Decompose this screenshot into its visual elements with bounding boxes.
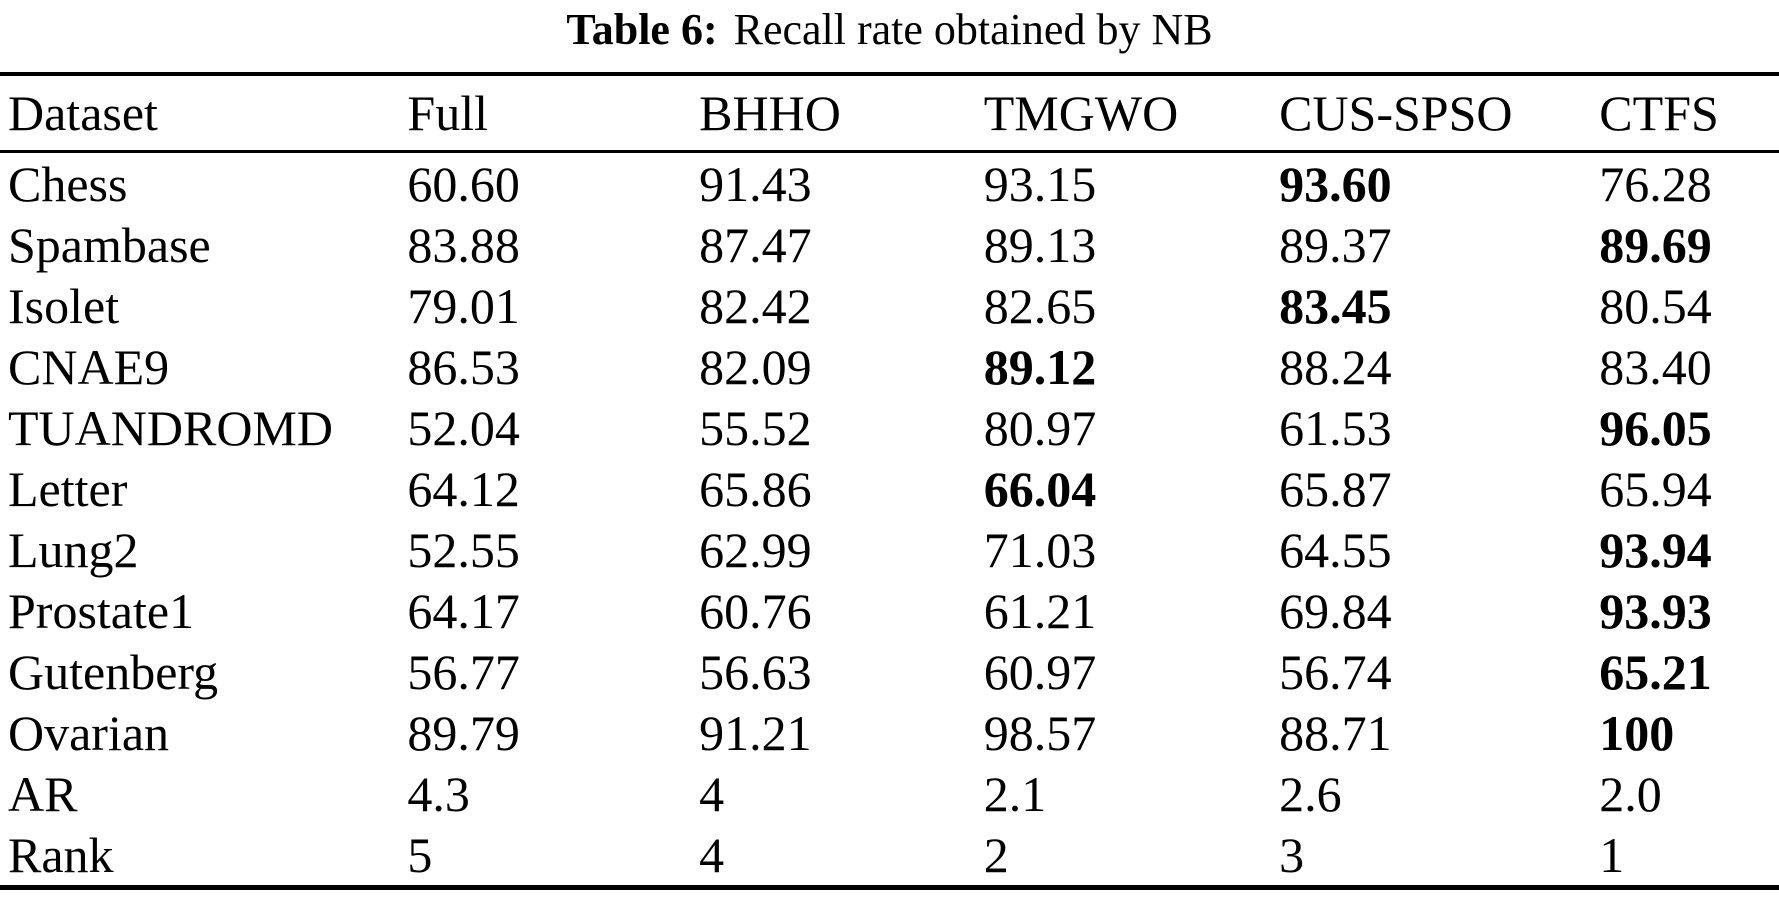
value-cell: 4.3 bbox=[407, 765, 470, 822]
table-row: Ovarian 89.79 91.21 98.57 88.71 100 bbox=[0, 702, 1779, 763]
dataset-cell: Prostate1 bbox=[8, 582, 195, 639]
table-row: Rank 5 4 2 3 1 bbox=[0, 824, 1779, 888]
value-cell: 60.76 bbox=[699, 582, 812, 639]
value-cell: 61.21 bbox=[983, 582, 1097, 639]
value-cell: 76.28 bbox=[1599, 155, 1712, 212]
dataset-cell: Ovarian bbox=[8, 704, 170, 761]
table-row: Lung2 52.55 62.99 71.03 64.55 93.94 bbox=[0, 519, 1779, 580]
value-cell: 88.24 bbox=[1279, 338, 1392, 395]
value-cell: 64.17 bbox=[407, 582, 520, 639]
dataset-cell: Lung2 bbox=[8, 521, 139, 578]
value-cell: 88.71 bbox=[1279, 704, 1392, 761]
value-cell: 60.97 bbox=[983, 643, 1097, 700]
table-row: TUANDROMD 52.04 55.52 80.97 61.53 96.05 bbox=[0, 397, 1779, 458]
value-cell: 2.1 bbox=[983, 765, 1047, 822]
column-header-full: Full bbox=[407, 74, 700, 153]
column-header-cus-spso: CUS-SPSO bbox=[1279, 74, 1600, 153]
value-cell: 66.04 bbox=[983, 460, 1097, 517]
value-cell: 64.55 bbox=[1279, 521, 1392, 578]
value-cell: 79.01 bbox=[407, 277, 520, 334]
table-body: Chess 60.60 91.43 93.15 93.60 76.28 Spambase 83… bbox=[0, 152, 1779, 888]
value-cell: 91.21 bbox=[699, 704, 812, 761]
table-row: CNAE9 86.53 82.09 89.12 88.24 83.40 bbox=[0, 336, 1779, 397]
recall-rate-table: Dataset Full BHHO TMGWO CUS-SPSO CTFS Chess 60… bbox=[0, 72, 1779, 890]
value-cell: 83.88 bbox=[407, 216, 520, 273]
value-cell: 65.94 bbox=[1599, 460, 1712, 517]
dataset-cell: Rank bbox=[8, 826, 114, 883]
value-cell: 93.93 bbox=[1599, 582, 1712, 639]
value-cell: 87.47 bbox=[699, 216, 812, 273]
value-cell: 89.37 bbox=[1279, 216, 1392, 273]
table-row: AR 4.3 4 2.1 2.6 2.0 bbox=[0, 763, 1779, 824]
value-cell: 62.99 bbox=[699, 521, 812, 578]
value-cell: 56.63 bbox=[699, 643, 812, 700]
table-row: Spambase 83.88 87.47 89.13 89.37 89.69 bbox=[0, 214, 1779, 275]
value-cell: 89.12 bbox=[983, 338, 1097, 395]
value-cell: 98.57 bbox=[983, 704, 1097, 761]
table-row: Gutenberg 56.77 56.63 60.97 56.74 65.21 bbox=[0, 641, 1779, 702]
value-cell: 65.86 bbox=[699, 460, 812, 517]
value-cell: 82.65 bbox=[983, 277, 1097, 334]
value-cell: 82.09 bbox=[699, 338, 812, 395]
value-cell: 89.79 bbox=[407, 704, 520, 761]
value-cell: 89.13 bbox=[983, 216, 1097, 273]
value-cell: 55.52 bbox=[699, 399, 812, 456]
value-cell: 4 bbox=[699, 826, 725, 883]
value-cell: 60.60 bbox=[407, 155, 520, 212]
value-cell: 2 bbox=[983, 826, 1009, 883]
value-cell: 56.77 bbox=[407, 643, 520, 700]
table-header: Dataset Full BHHO TMGWO CUS-SPSO CTFS bbox=[0, 74, 1779, 153]
value-cell: 93.60 bbox=[1279, 155, 1392, 212]
table-row: Prostate1 64.17 60.76 61.21 69.84 93.93 bbox=[0, 580, 1779, 641]
dataset-cell: AR bbox=[8, 765, 78, 822]
value-cell: 4 bbox=[699, 765, 725, 822]
table-header-row: Dataset Full BHHO TMGWO CUS-SPSO CTFS bbox=[0, 74, 1779, 153]
value-cell: 89.69 bbox=[1599, 216, 1712, 273]
table-caption: Table 6: Recall rate obtained by NB bbox=[0, 0, 1779, 60]
value-cell: 80.54 bbox=[1599, 277, 1712, 334]
column-header-ctfs: CTFS bbox=[1599, 74, 1779, 153]
value-cell: 65.21 bbox=[1599, 643, 1712, 700]
value-cell: 3 bbox=[1279, 826, 1305, 883]
value-cell: 2.6 bbox=[1279, 765, 1342, 822]
value-cell: 80.97 bbox=[983, 399, 1097, 456]
value-cell: 83.45 bbox=[1279, 277, 1392, 334]
dataset-cell: Spambase bbox=[8, 216, 211, 273]
value-cell: 91.43 bbox=[699, 155, 812, 212]
value-cell: 1 bbox=[1599, 826, 1625, 883]
dataset-cell: Letter bbox=[8, 460, 128, 517]
table-caption-text: Recall rate obtained by NB bbox=[733, 5, 1213, 54]
table-caption-label: Table 6: bbox=[566, 5, 718, 54]
value-cell: 56.74 bbox=[1279, 643, 1392, 700]
table-row: Isolet 79.01 82.42 82.65 83.45 80.54 bbox=[0, 275, 1779, 336]
column-header-dataset: Dataset bbox=[0, 74, 408, 153]
dataset-cell: Chess bbox=[8, 155, 128, 212]
column-header-tmgwo: TMGWO bbox=[983, 74, 1280, 153]
value-cell: 61.53 bbox=[1279, 399, 1392, 456]
value-cell: 5 bbox=[407, 826, 433, 883]
value-cell: 2.0 bbox=[1599, 765, 1662, 822]
value-cell: 93.94 bbox=[1599, 521, 1712, 578]
value-cell: 65.87 bbox=[1279, 460, 1392, 517]
value-cell: 82.42 bbox=[699, 277, 812, 334]
value-cell: 64.12 bbox=[407, 460, 520, 517]
dataset-cell: TUANDROMD bbox=[8, 399, 333, 456]
table-row: Chess 60.60 91.43 93.15 93.60 76.28 bbox=[0, 152, 1779, 215]
value-cell: 69.84 bbox=[1279, 582, 1392, 639]
dataset-cell: CNAE9 bbox=[8, 338, 170, 395]
value-cell: 52.55 bbox=[407, 521, 520, 578]
value-cell: 71.03 bbox=[983, 521, 1097, 578]
value-cell: 86.53 bbox=[407, 338, 520, 395]
value-cell: 96.05 bbox=[1599, 399, 1712, 456]
value-cell: 93.15 bbox=[983, 155, 1097, 212]
value-cell: 100 bbox=[1599, 704, 1675, 761]
dataset-cell: Isolet bbox=[8, 277, 120, 334]
dataset-cell: Gutenberg bbox=[8, 643, 219, 700]
value-cell: 52.04 bbox=[407, 399, 520, 456]
table-row: Letter 64.12 65.86 66.04 65.87 65.94 bbox=[0, 458, 1779, 519]
column-header-bhho: BHHO bbox=[699, 74, 984, 153]
value-cell: 83.40 bbox=[1599, 338, 1712, 395]
